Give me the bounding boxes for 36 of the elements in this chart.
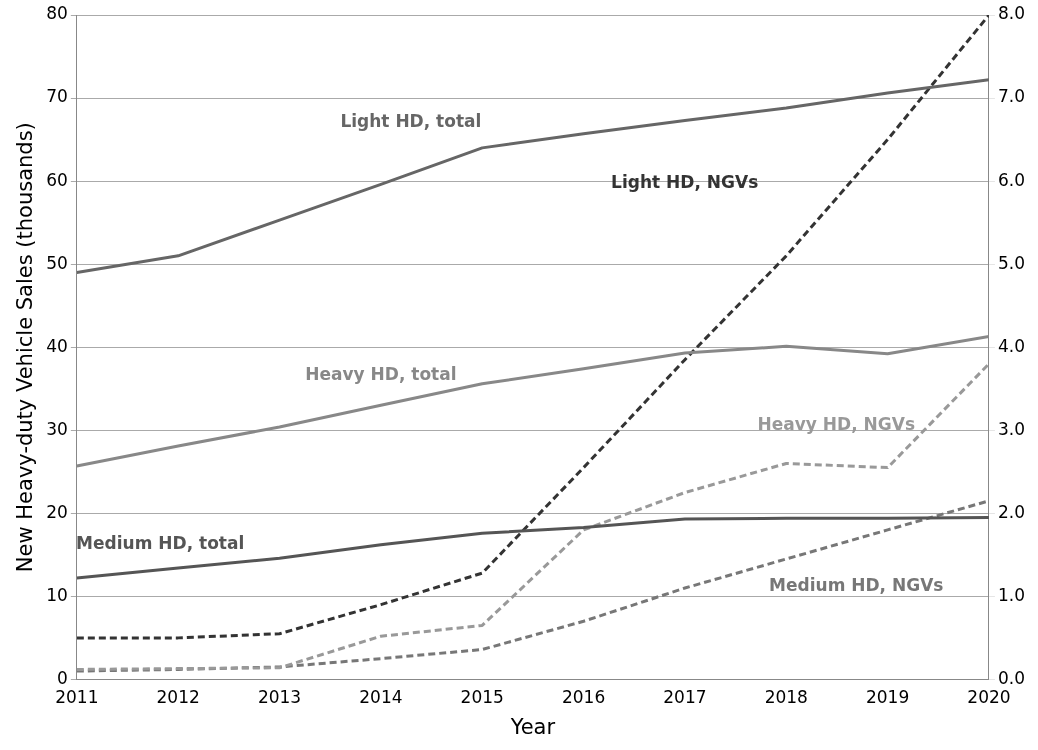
x-axis-title: Year [509, 714, 556, 739]
x-tick-label: 2017 [663, 687, 707, 708]
y2-tick-label: 0.0 [997, 667, 1026, 688]
x-tick-label: 2013 [257, 687, 302, 708]
series-label: Medium HD, NGVs [769, 575, 944, 596]
x-tick-label: 2011 [55, 687, 99, 708]
series-label: Medium HD, total [76, 532, 245, 553]
y2-tick-label: 8.0 [997, 3, 1026, 24]
series-label: Heavy HD, NGVs [757, 413, 916, 434]
y-tick-label: 60 [46, 169, 68, 190]
x-tick-label: 2020 [967, 687, 1011, 708]
y-tick-label: 40 [46, 335, 68, 356]
series-label: Light HD, total [340, 110, 482, 131]
series-label: Heavy HD, total [305, 363, 457, 384]
y-tick-label: 10 [46, 584, 68, 605]
y2-tick-label: 2.0 [997, 501, 1026, 522]
y-tick-label: 0 [57, 667, 68, 688]
y-tick-label: 30 [46, 418, 68, 439]
y2-tick-label: 3.0 [997, 418, 1026, 439]
x-tick-label: 2014 [359, 687, 403, 708]
y-tick-label: 70 [46, 86, 68, 107]
y2-tick-label: 7.0 [997, 86, 1026, 107]
y-tick-label: 80 [46, 3, 68, 24]
y-tick-label: 20 [46, 501, 68, 522]
text: Light HD, NGVs [611, 172, 759, 193]
y2-tick-label: 6.0 [997, 169, 1026, 190]
x-tick-label: 2018 [764, 687, 808, 708]
y2-tick-label: 1.0 [997, 584, 1026, 605]
y2-tick-label: 5.0 [997, 252, 1026, 273]
y-tick-label: 50 [46, 252, 68, 273]
x-tick-label: 2019 [865, 687, 910, 708]
x-tick-label: 2016 [561, 687, 606, 708]
x-tick-label: 2015 [460, 687, 504, 708]
y2-tick-label: 4.0 [997, 335, 1026, 356]
x-tick-label: 2012 [156, 687, 200, 708]
y-axis-title: New Heavy-duty Vehicle Sales (thousands) [13, 122, 38, 573]
